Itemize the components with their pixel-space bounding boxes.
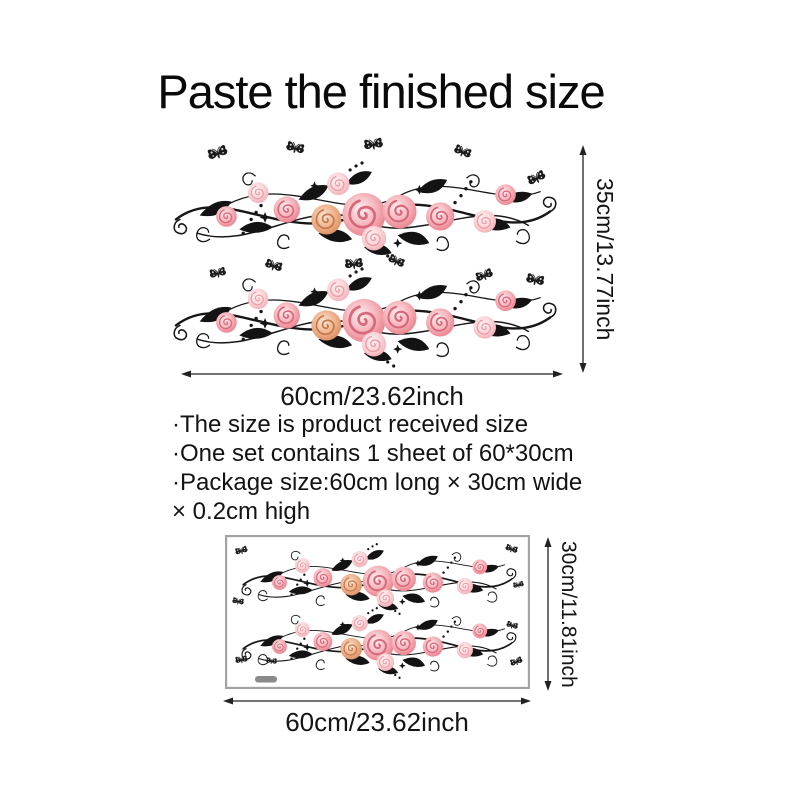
size-notes: ·The size is product received size ·One … [172,410,582,526]
sheet-width-label: 60cm/23.62inch [285,707,469,737]
sticker-sheet [225,535,530,689]
floral-garland-row-1 [242,543,516,615]
note-line: ·One set contains 1 sheet of 60*30cm [172,440,574,467]
top-figure-width-label: 60cm/23.62inch [280,381,464,411]
sheet-product-label [255,676,277,683]
page-title: Paste the finished size [157,65,605,118]
top-figure-width-arrow [181,370,563,378]
top-figure-artwork [168,136,568,376]
note-line: ·The size is product received size [172,411,529,438]
note-line: × 0.2cm high [172,498,311,525]
sheet-height-arrow [544,537,552,691]
sheet-height-label: 30cm/11.81inch [557,540,580,688]
floral-garland-row-1 [174,161,556,261]
note-line: ·Package size:60cm long × 30cm wide [172,469,583,496]
sheet-width-arrow [223,697,531,705]
top-figure-height-label: 35cm/13.77inch [592,177,618,341]
floral-garland-row-2 [242,607,516,679]
top-figure-height-arrow [579,145,587,373]
floral-garland-row-2 [174,267,556,367]
sheet-artwork [231,537,525,683]
